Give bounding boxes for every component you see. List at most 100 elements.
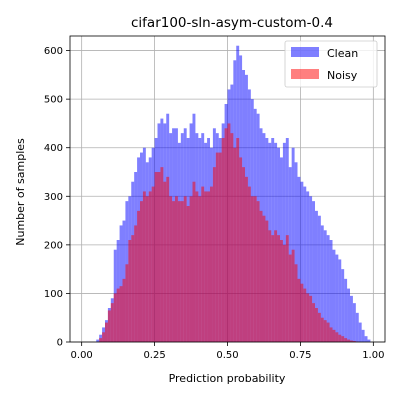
- bar-clean: [350, 295, 353, 342]
- bar-noisy: [274, 230, 278, 342]
- bar-noisy: [148, 191, 152, 342]
- y-tick-label: 600: [44, 46, 63, 57]
- bar-noisy: [128, 240, 132, 342]
- bar-clean: [312, 201, 315, 342]
- bar-clean: [358, 322, 362, 342]
- bar-noisy: [285, 235, 289, 342]
- bar-noisy: [247, 186, 251, 342]
- bar-noisy: [105, 322, 108, 342]
- bar-noisy: [315, 308, 318, 342]
- bar-noisy: [303, 288, 307, 342]
- bar-noisy: [347, 339, 350, 342]
- bar-noisy: [317, 312, 321, 342]
- bar-noisy: [198, 196, 202, 342]
- x-axis-label: Prediction probability: [169, 372, 286, 385]
- bar-clean: [297, 176, 301, 342]
- legend-label-noisy: Noisy: [327, 69, 358, 82]
- x-axis-ticks: 0.00 0.25 0.50 0.75 1.00: [71, 342, 384, 361]
- y-tick-label: 500: [44, 95, 63, 106]
- bar-noisy: [180, 201, 184, 342]
- bar-noisy: [221, 138, 225, 342]
- bar-noisy: [306, 293, 310, 342]
- y-tick-label: 200: [44, 240, 63, 251]
- bar-noisy: [256, 201, 260, 342]
- x-tick-label: 0.50: [216, 350, 238, 361]
- bar-clean: [306, 191, 310, 342]
- bar-noisy: [145, 196, 149, 342]
- bar-noisy: [110, 303, 114, 342]
- bar-noisy: [253, 196, 257, 342]
- legend-swatch-clean: [291, 47, 319, 57]
- bar-noisy: [207, 191, 210, 342]
- bar-clean: [344, 278, 348, 342]
- legend: Clean Noisy: [284, 40, 378, 88]
- bar-clean: [119, 225, 123, 342]
- bar-noisy: [186, 206, 190, 342]
- bar-noisy: [297, 278, 301, 342]
- bar-noisy: [335, 332, 339, 342]
- bar-noisy: [332, 329, 336, 342]
- bar-noisy: [277, 235, 280, 342]
- bar-clean: [361, 329, 365, 342]
- y-axis-ticks: 0 100 200 300 400 500 600: [44, 46, 70, 349]
- bar-noisy: [288, 254, 292, 342]
- bar-noisy: [282, 244, 286, 342]
- x-tick-label: 0.25: [143, 350, 165, 361]
- bar-clean: [317, 215, 321, 342]
- bar-noisy: [323, 320, 327, 342]
- bar-noisy: [320, 317, 324, 342]
- bar-clean: [96, 339, 100, 342]
- bar-noisy: [212, 167, 216, 342]
- bar-noisy: [131, 235, 135, 342]
- bar-noisy: [271, 235, 275, 342]
- x-tick-label: 0.75: [289, 350, 311, 361]
- bar-noisy: [230, 133, 234, 342]
- bar-noisy: [294, 264, 298, 342]
- bar-noisy: [204, 191, 208, 342]
- bar-noisy: [236, 138, 240, 342]
- bar-clean: [355, 312, 359, 342]
- bar-clean: [329, 240, 333, 342]
- bar-noisy: [160, 167, 164, 342]
- bar-noisy: [224, 128, 228, 342]
- bar-noisy: [280, 240, 283, 342]
- bar-clean: [291, 147, 295, 342]
- bar-noisy: [163, 181, 167, 342]
- bar-noisy: [151, 186, 155, 342]
- bar-noisy: [169, 196, 173, 342]
- x-tick-label: 0.00: [71, 350, 93, 361]
- bar-noisy: [312, 303, 315, 342]
- bar-clean: [309, 196, 313, 342]
- bar-noisy: [122, 278, 126, 342]
- bar-noisy: [268, 230, 272, 342]
- bar-clean: [323, 230, 327, 342]
- bar-noisy: [259, 210, 263, 342]
- bar-noisy: [177, 201, 181, 342]
- bar-noisy: [338, 334, 342, 342]
- bar-noisy: [166, 176, 170, 342]
- y-tick-label: 100: [44, 289, 63, 300]
- bar-noisy: [326, 322, 330, 342]
- bar-noisy: [352, 341, 356, 342]
- histogram-bars: [96, 45, 371, 343]
- bar-noisy: [172, 201, 175, 342]
- bar-noisy: [125, 264, 129, 342]
- bar-noisy: [102, 332, 105, 342]
- bar-noisy: [300, 283, 304, 342]
- bar-clean: [364, 336, 368, 342]
- bar-noisy: [245, 176, 248, 342]
- bar-noisy: [175, 196, 178, 342]
- bar-noisy: [218, 152, 222, 342]
- bar-clean: [315, 210, 318, 342]
- bar-noisy: [242, 167, 245, 342]
- y-tick-label: 400: [44, 143, 63, 154]
- bar-noisy: [210, 186, 213, 342]
- bar-noisy: [189, 196, 193, 342]
- y-axis-label: Number of samples: [14, 138, 27, 246]
- bar-clean: [341, 269, 345, 342]
- legend-label-clean: Clean: [327, 47, 358, 60]
- bar-noisy: [154, 172, 158, 342]
- bar-clean: [326, 235, 330, 342]
- bar-noisy: [192, 181, 196, 342]
